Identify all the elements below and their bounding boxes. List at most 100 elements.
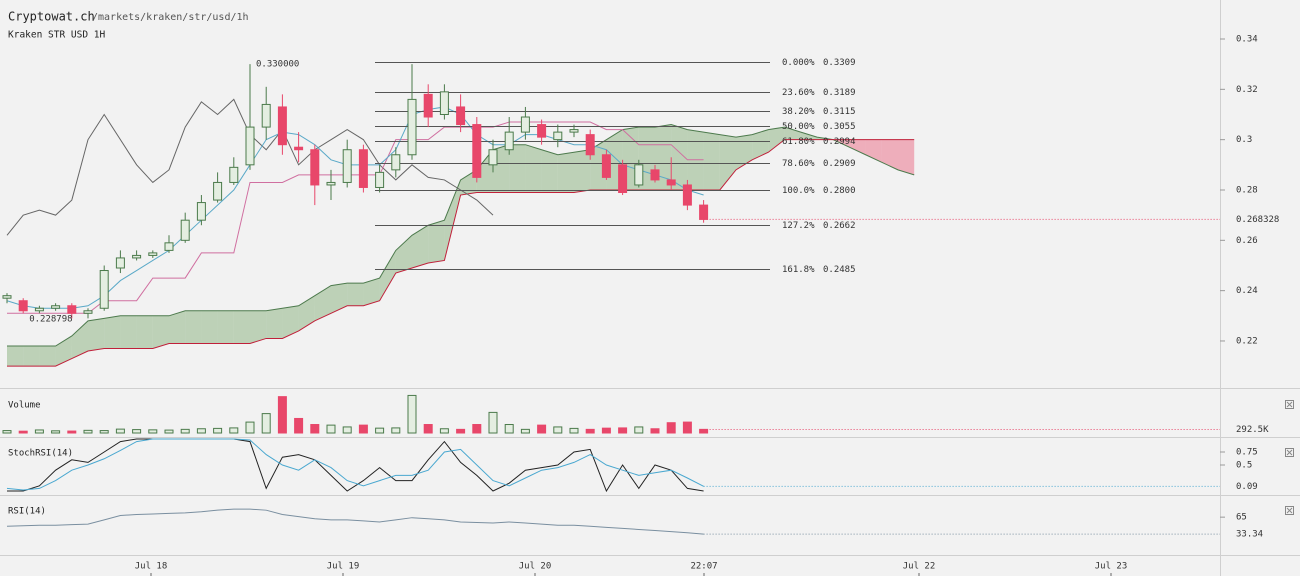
candle-body <box>34 307 44 312</box>
ichimoku-cloud <box>768 127 785 153</box>
candle-body <box>2 295 12 299</box>
volume-bar <box>51 430 61 434</box>
indicator-line <box>6 508 704 535</box>
y-tick-label: 0.24 <box>1236 286 1258 296</box>
ichimoku-cloud <box>736 134 753 170</box>
candle-body <box>358 149 368 188</box>
candle-body <box>391 154 401 171</box>
close-button[interactable] <box>1285 506 1294 515</box>
volume-bar <box>375 427 385 434</box>
candle-body <box>229 166 239 183</box>
candle-body <box>472 124 482 178</box>
volume-bar <box>34 429 44 434</box>
low-annotation: 0.228798 <box>29 314 72 324</box>
candle-body <box>553 131 563 141</box>
candle-body <box>213 181 223 201</box>
fib-pct: 78.60% <box>782 159 815 169</box>
volume-bar <box>472 424 482 434</box>
candle-body <box>439 91 449 115</box>
ichimoku-cloud <box>412 225 429 268</box>
ichimoku-cloud <box>849 139 866 155</box>
candle-body <box>520 116 530 133</box>
volume-bar <box>83 429 93 434</box>
volume-bar <box>294 417 304 434</box>
candle-body <box>18 300 28 312</box>
candle-body <box>699 204 709 220</box>
volume-bar <box>569 427 579 434</box>
volume-bar <box>585 428 595 434</box>
ichimoku-cloud <box>23 346 40 367</box>
indicator-line <box>7 438 704 493</box>
volume-bar <box>2 430 12 434</box>
candle-body <box>326 181 336 186</box>
ichimoku-cloud <box>250 310 267 344</box>
volume-bar <box>601 427 611 434</box>
volume-bar <box>245 421 255 434</box>
fib-pct: 50.00% <box>782 122 815 132</box>
ichimoku-cloud <box>71 320 88 359</box>
candle-body <box>99 270 109 309</box>
volume-bar <box>148 429 158 434</box>
volume-bar <box>682 421 692 434</box>
close-button[interactable] <box>1285 448 1294 457</box>
fib-pct: 23.60% <box>782 88 815 98</box>
fib-price: 0.2662 <box>823 221 856 231</box>
volume-bar <box>666 422 676 434</box>
x-tick-label: Jul 18 <box>135 562 168 572</box>
ichimoku-cloud <box>719 134 736 190</box>
x-tick-label: Jul 19 <box>327 562 360 572</box>
fib-price: 0.2485 <box>823 265 856 275</box>
volume-bar <box>229 427 239 434</box>
volume-bar <box>67 430 77 434</box>
candle-body <box>261 103 271 128</box>
volume-bar <box>342 426 352 434</box>
ichimoku-cloud <box>363 278 380 306</box>
pane-label: Volume <box>8 401 41 411</box>
candle-body <box>407 98 417 156</box>
volume-bar <box>164 429 174 434</box>
volume-bar <box>132 429 142 434</box>
kijun-line <box>7 121 704 314</box>
candle-body <box>83 310 93 314</box>
volume-bar <box>520 428 530 434</box>
volume-bar <box>326 424 336 434</box>
ichimoku-cloud <box>379 250 396 301</box>
ichimoku-cloud <box>120 315 137 349</box>
close-button[interactable] <box>1285 400 1294 409</box>
ichimoku-cloud <box>104 315 121 349</box>
x-tick-label: Jul 22 <box>903 562 936 572</box>
pane-label: StochRSI(14) <box>8 449 73 459</box>
y-tick-label: 0.28 <box>1236 185 1258 195</box>
volume-bar <box>488 411 498 434</box>
volume-bar <box>180 428 190 434</box>
span-a-line <box>7 124 915 347</box>
volume-bar <box>277 396 287 434</box>
ichimoku-cloud <box>7 346 24 367</box>
volume-bar <box>261 413 271 434</box>
ichimoku-cloud <box>703 132 720 190</box>
candle-body <box>601 154 611 178</box>
fib-price: 0.2909 <box>823 159 856 169</box>
volume-bar <box>99 430 109 434</box>
candle-body <box>423 93 433 118</box>
ichimoku-cloud <box>152 315 169 349</box>
candle-body <box>666 179 676 186</box>
ichimoku-cloud <box>39 346 56 367</box>
fib-price: 0.3309 <box>823 58 856 68</box>
candle-body <box>196 202 206 221</box>
ichimoku-cloud <box>217 310 234 344</box>
ichimoku-cloud <box>233 310 250 344</box>
fib-price: 0.2800 <box>823 186 856 196</box>
fib-pct: 161.8% <box>782 265 815 275</box>
last-value-label: 0.09 <box>1236 482 1258 492</box>
candle-body <box>67 305 77 314</box>
fib-pct: 127.2% <box>782 221 815 231</box>
candle-body <box>115 257 125 269</box>
volume-bar <box>358 424 368 434</box>
fib-pct: 0.000% <box>782 58 815 68</box>
volume-bar <box>213 427 223 434</box>
candle-body <box>342 149 352 183</box>
ichimoku-cloud <box>331 283 348 314</box>
